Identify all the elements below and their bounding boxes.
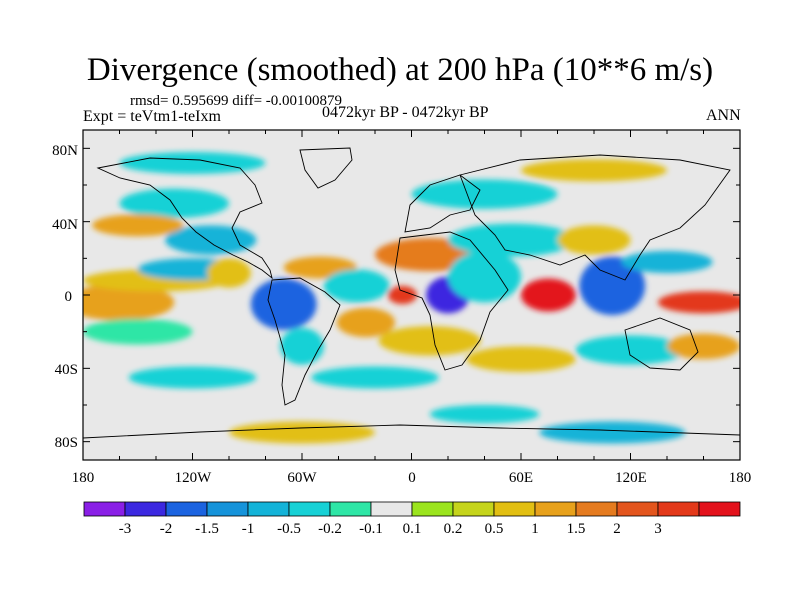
divergence-field — [83, 152, 740, 444]
colorbar-label: 3 — [654, 521, 662, 537]
season-label: ANN — [706, 107, 741, 124]
colorbar-swatch — [657, 501, 700, 517]
y-tick-label-40n: 40N — [52, 217, 78, 233]
divergence-patch — [466, 346, 576, 372]
colorbar-swatch — [83, 501, 126, 517]
y-tick-label-eq: 0 — [65, 289, 73, 305]
experiment-label: Expt = teVtm1-teIxm — [83, 108, 221, 125]
colorbar-swatch — [411, 501, 454, 517]
colorbar-label: -2 — [160, 521, 173, 537]
divergence-patch — [92, 214, 184, 237]
x-tick-label-180e: 180 — [729, 470, 752, 486]
colorbar-swatch — [616, 501, 659, 517]
coast-australia — [624, 317, 699, 371]
divergence-patch — [429, 405, 540, 424]
colorbar-label: -0.5 — [277, 521, 301, 537]
colorbar-label: -0.2 — [318, 521, 342, 537]
divergence-patch — [83, 318, 193, 345]
divergence-patch — [448, 223, 576, 257]
colorbar-label: 0.1 — [403, 521, 422, 537]
x-tick-label-120w: 120W — [175, 470, 213, 486]
divergence-patch — [323, 269, 390, 303]
x-tick-label-180w: 180 — [72, 470, 95, 486]
divergence-patch — [657, 291, 740, 314]
y-tick-label-40s: 40S — [55, 362, 78, 378]
divergence-patch — [165, 225, 257, 255]
colorbar-label: -1.5 — [195, 521, 219, 537]
axis-ticks — [82, 130, 741, 460]
divergence-patch — [119, 152, 266, 174]
colorbar-swatch — [206, 501, 249, 517]
rmsd-diff-stats: rmsd= 0.595699 diff= -0.00100879 — [130, 93, 343, 109]
divergence-patch — [557, 225, 631, 255]
y-tick-label-80n: 80N — [52, 143, 78, 159]
x-tick-label-60w: 60W — [287, 470, 317, 486]
divergence-patch — [667, 333, 740, 360]
divergence-patch — [539, 421, 686, 444]
divergence-patch — [387, 285, 417, 305]
divergence-patch — [378, 326, 481, 356]
colorbar-label: -1 — [242, 521, 255, 537]
colorbar-swatch — [698, 501, 741, 517]
colorbar-label: 2 — [613, 521, 621, 537]
divergence-patch — [119, 188, 229, 218]
colorbar-swatch — [165, 501, 208, 517]
divergence-patch — [280, 328, 324, 365]
divergence-patch — [575, 335, 686, 365]
colorbar-swatch — [452, 501, 495, 517]
divergence-patch — [128, 366, 257, 389]
divergence-patch — [207, 258, 251, 288]
colorbar-swatch — [247, 501, 290, 517]
colorbar-swatch — [370, 501, 413, 517]
period-label: 0472kyr BP - 0472kyr BP — [322, 104, 489, 121]
colorbar-swatch — [493, 501, 536, 517]
coast-greenland — [299, 147, 353, 189]
divergence-patch — [579, 256, 646, 316]
colorbar-swatch — [534, 501, 577, 517]
colorbar-swatch — [329, 501, 372, 517]
colorbar-labels: -3 -2 -1.5 -1 -0.5 -0.2 -0.1 0.1 0.2 0.5… — [119, 521, 662, 537]
divergence-patch — [229, 421, 375, 444]
coast-asia — [459, 154, 731, 281]
colorbar — [83, 501, 741, 517]
divergence-patch — [621, 251, 713, 273]
divergence-patch — [336, 307, 396, 338]
divergence-patch — [448, 250, 521, 303]
colorbar-label: 0.2 — [444, 521, 463, 537]
colorbar-label: -3 — [119, 521, 132, 537]
x-tick-label-120e: 120E — [615, 470, 647, 486]
colorbar-swatch — [124, 501, 167, 517]
coastlines — [83, 147, 740, 439]
coast-europe — [404, 174, 481, 233]
colorbar-swatch — [575, 501, 618, 517]
coast-north-america — [96, 157, 273, 280]
colorbar-label: -0.1 — [359, 521, 383, 537]
divergence-patch — [83, 284, 175, 321]
divergence-patch — [521, 159, 667, 182]
divergence-patch — [250, 278, 317, 330]
coast-antarctica — [83, 424, 740, 439]
x-tick-label-0: 0 — [408, 470, 416, 486]
divergence-patch — [311, 366, 439, 389]
colorbar-swatch — [288, 501, 331, 517]
plot-title: Divergence (smoothed) at 200 hPa (10**6 … — [86, 52, 714, 88]
divergence-patch — [411, 179, 558, 209]
y-tick-label-80s: 80S — [55, 435, 78, 451]
colorbar-label: 1.5 — [567, 521, 586, 537]
coast-africa — [394, 231, 509, 371]
divergence-patch — [521, 278, 576, 312]
x-tick-label-60e: 60E — [509, 470, 533, 486]
colorbar-label: 0.5 — [485, 521, 504, 537]
colorbar-label: 1 — [531, 521, 539, 537]
coast-south-america — [267, 277, 341, 406]
